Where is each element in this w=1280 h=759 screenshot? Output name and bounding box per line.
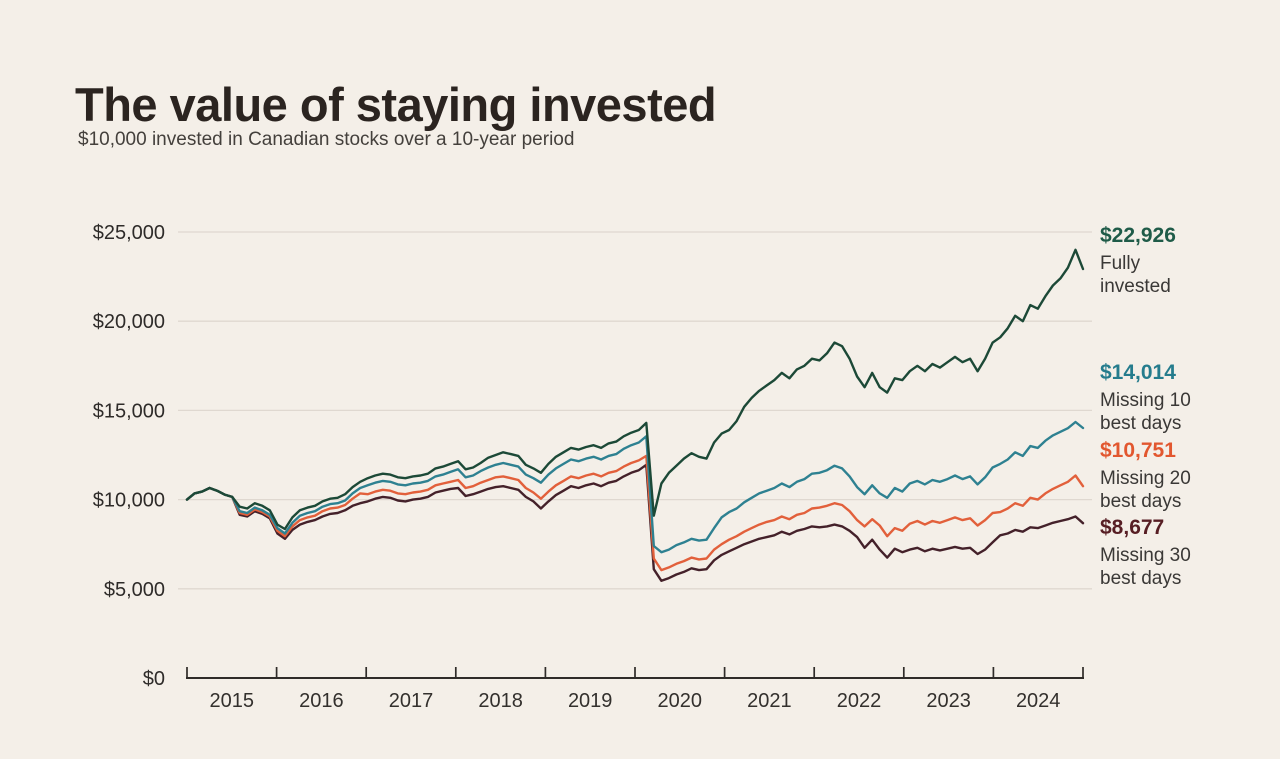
- y-axis-label: $20,000: [93, 311, 165, 333]
- series-label-line: best days: [1100, 412, 1182, 434]
- x-axis-year-label: 2015: [210, 690, 255, 712]
- series-line-missing-10: [185, 420, 1085, 554]
- page-subtitle: $10,000 invested in Canadian stocks over…: [78, 129, 575, 150]
- annotation-missing-30: $8,677 Missing 30 best days: [1100, 516, 1275, 590]
- y-axis-label: $5,000: [104, 579, 165, 601]
- x-axis-year-label: 2018: [478, 690, 523, 712]
- end-value-label: $8,677: [1100, 516, 1165, 539]
- series-label-line: best days: [1100, 490, 1182, 512]
- series-line-fully-invested: [185, 248, 1085, 531]
- x-axis-year-label: 2017: [389, 690, 434, 712]
- x-axis-year-label: 2020: [658, 690, 703, 712]
- series-label-line: Missing 10: [1100, 390, 1191, 411]
- x-axis-year-label: 2016: [299, 690, 344, 712]
- annotation-missing-10: $14,014 Missing 10 best days: [1100, 361, 1275, 435]
- page-title: The value of staying invested: [75, 78, 717, 132]
- series-line-missing-20: [185, 454, 1085, 572]
- series-label-line: Missing 20: [1100, 468, 1191, 489]
- end-value-label: $14,014: [1100, 361, 1176, 384]
- x-axis-year-label: 2021: [747, 690, 792, 712]
- series-label-line: best days: [1100, 567, 1182, 589]
- annotation-fully-invested: $22,926 Fully invested: [1100, 224, 1275, 298]
- series-label-line: invested: [1100, 275, 1171, 297]
- x-axis-year-label: 2022: [837, 690, 882, 712]
- y-axis-label: $0: [143, 668, 165, 690]
- line-chart: $0 $5,000 $10,000 $15,000 $20,000 $25,000 2015…: [93, 222, 1092, 712]
- x-axis-year-label: 2024: [1016, 690, 1061, 712]
- y-axis-label: $15,000: [93, 400, 165, 422]
- x-axis-year-label: 2019: [568, 690, 613, 712]
- annotation-missing-20: $10,751 Missing 20 best days: [1100, 439, 1275, 513]
- series-label-line: Missing 30: [1100, 545, 1191, 566]
- x-axis-year-label: 2023: [926, 690, 971, 712]
- series-label-line: Fully: [1100, 253, 1141, 274]
- end-value-label: $22,926: [1100, 224, 1176, 247]
- series-line-missing-30: [185, 463, 1085, 582]
- y-axis-label: $25,000: [93, 222, 165, 244]
- end-value-label: $10,751: [1100, 439, 1176, 462]
- y-axis-label: $10,000: [93, 490, 165, 512]
